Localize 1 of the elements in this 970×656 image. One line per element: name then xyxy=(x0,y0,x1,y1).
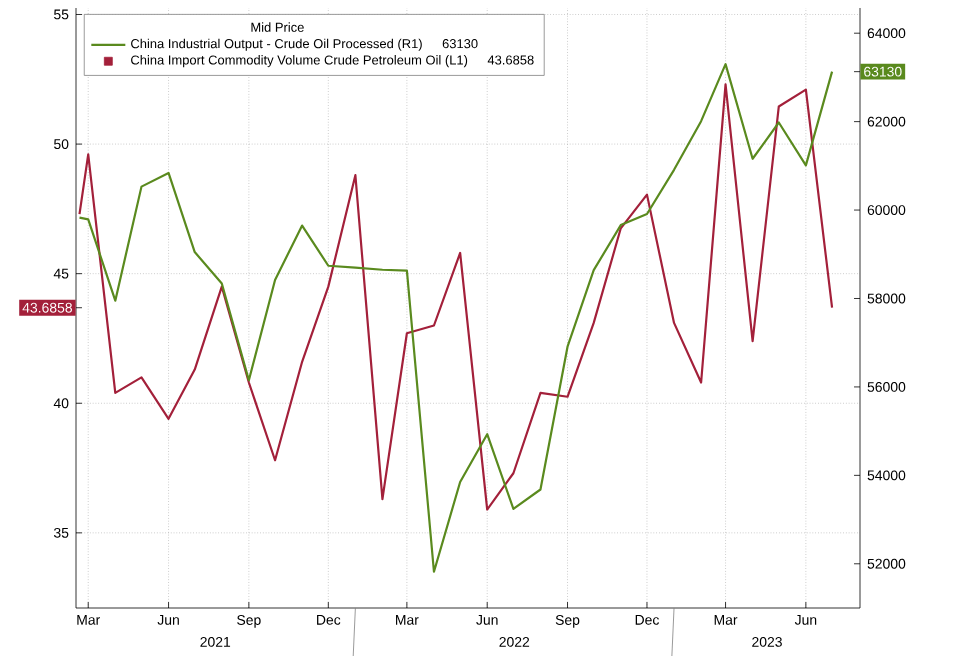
line-series xyxy=(78,83,834,511)
